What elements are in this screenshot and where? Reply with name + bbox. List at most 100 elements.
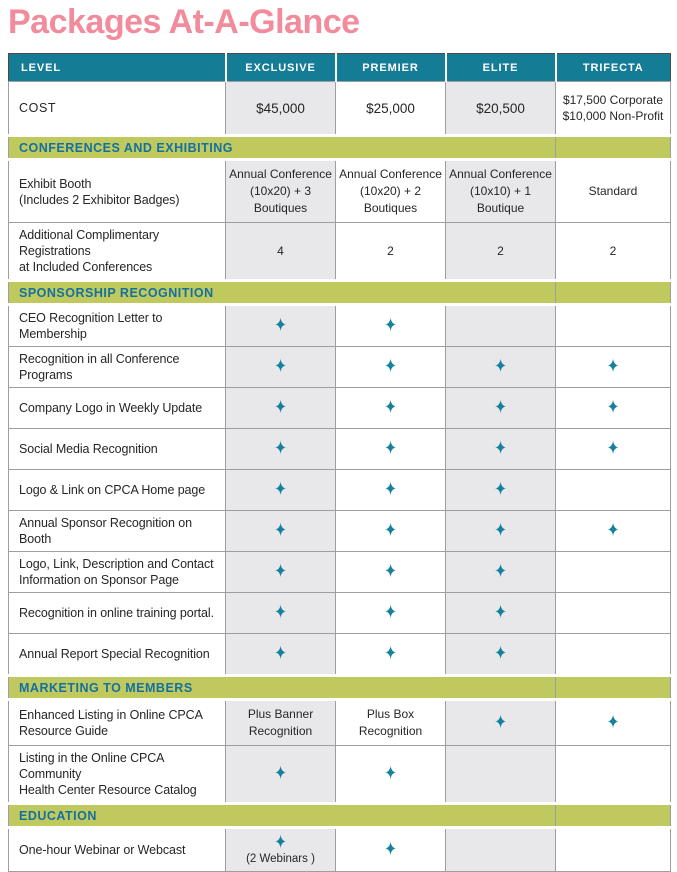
star-cell: ✦ (335, 633, 446, 676)
value-cell: $20,500 (445, 81, 556, 136)
table-body: COST $45,000 $25,000 $20,500 $17,500 Corpora… (8, 81, 671, 872)
col-header-elite: ELITE (445, 53, 557, 82)
col-header-premier: PREMIER (335, 53, 447, 82)
star-cell: ✦ (555, 346, 671, 388)
value-cell: Annual Conference (10x20) + 3 Boutiques (225, 159, 336, 223)
col-header-level: LEVEL (8, 53, 227, 82)
table-row: Logo & Link on CPCA Home page ✦ ✦ ✦ (8, 469, 671, 511)
row-label: Recognition in online training portal. (8, 592, 226, 634)
star-cell: ✦ (225, 510, 336, 552)
table-row: Company Logo in Weekly Update ✦ ✦ ✦ ✦ (8, 387, 671, 429)
value-cell: Plus Banner Recognition (225, 699, 336, 746)
table-row: Recognition in online training portal. ✦ ✦… (8, 592, 671, 634)
star-cell: ✦ (335, 387, 446, 429)
section-header-cap (555, 802, 671, 829)
star-icon: ✦ (384, 314, 397, 337)
star-cell: ✦ (225, 745, 336, 804)
value-cell: 2 (445, 222, 556, 281)
row-label: Additional Complimentary Registrations at… (8, 222, 226, 281)
star-icon: ✦ (274, 642, 287, 665)
table-row: Annual Sponsor Recognition on Booth ✦ ✦ ✦ ✦ (8, 510, 671, 552)
empty-cell (445, 827, 556, 872)
empty-cell (555, 633, 671, 676)
table-row: One-hour Webinar or Webcast ✦ (2 Webinars … (8, 827, 671, 872)
star-icon: ✦ (606, 396, 620, 419)
empty-cell (445, 745, 556, 804)
star-icon: ✦ (274, 478, 287, 501)
star-cell: ✦ (335, 428, 446, 470)
star-icon: ✦ (384, 478, 397, 501)
header-row: LEVEL EXCLUSIVE PREMIER ELITE TRIFECTA (8, 53, 671, 82)
value-cell: Standard (555, 159, 671, 223)
star-icon: ✦ (384, 762, 397, 785)
star-icon: ✦ (384, 396, 397, 419)
star-icon: ✦ (606, 437, 620, 460)
table-row: Additional Complimentary Registrations at… (8, 222, 671, 281)
star-icon: ✦ (274, 355, 287, 378)
value-cell: Annual Conference (10x20) + 2 Boutiques (335, 159, 446, 223)
star-cell: ✦ (2 Webinars ) (225, 827, 336, 872)
star-icon: ✦ (274, 831, 287, 854)
row-label: One-hour Webinar or Webcast (8, 827, 226, 872)
star-cell: ✦ (225, 469, 336, 511)
row-label: Recognition in all Conference Programs (8, 346, 226, 388)
star-cell: ✦ (445, 387, 556, 429)
value-cell: $45,000 (225, 81, 336, 136)
star-icon: ✦ (606, 519, 620, 542)
star-cell: ✦ (445, 510, 556, 552)
table-row: COST $45,000 $25,000 $20,500 $17,500 Corpora… (8, 81, 671, 136)
row-label: Exhibit Booth (Includes 2 Exhibitor Badge… (8, 159, 226, 223)
star-icon: ✦ (384, 437, 397, 460)
row-label: Social Media Recognition (8, 428, 226, 470)
page-title: Packages At-A-Glance (8, 3, 360, 41)
table-row: Logo, Link, Description and Contact Infor… (8, 551, 671, 593)
section-header-cap (555, 279, 671, 306)
star-cell: ✦ (445, 469, 556, 511)
section-header-cap (555, 674, 671, 701)
star-cell: ✦ (335, 551, 446, 593)
row-label: Listing in the Online CPCA Community Heal… (8, 745, 226, 804)
star-cell: ✦ (335, 827, 446, 872)
empty-cell (555, 827, 671, 872)
table-row: CEO Recognition Letter to Membership ✦ ✦ (8, 304, 671, 347)
table-row: Enhanced Listing in Online CPCA Resource … (8, 699, 671, 746)
star-cell: ✦ (445, 699, 556, 746)
star-icon: ✦ (494, 560, 507, 583)
star-icon: ✦ (384, 642, 397, 665)
table-row: Recognition in all Conference Programs ✦ ✦… (8, 346, 671, 388)
star-icon: ✦ (494, 355, 507, 378)
empty-cell (555, 304, 671, 347)
star-cell: ✦ (445, 428, 556, 470)
value-cell: $25,000 (335, 81, 446, 136)
star-cell: ✦ (445, 551, 556, 593)
star-cell: ✦ (445, 592, 556, 634)
empty-cell (555, 469, 671, 511)
section-row: SPONSORSHIP RECOGNITION (8, 279, 671, 306)
value-cell: 4 (225, 222, 336, 281)
empty-cell (445, 304, 556, 347)
star-cell: ✦ (225, 551, 336, 593)
value-cell: $17,500 Corporate $10,000 Non-Profit (555, 81, 671, 136)
packages-table: LEVEL EXCLUSIVE PREMIER ELITE TRIFECTA C… (8, 53, 671, 872)
star-icon: ✦ (274, 601, 287, 624)
col-header-exclusive: EXCLUSIVE (225, 53, 337, 82)
star-icon: ✦ (494, 711, 507, 734)
value-cell: 2 (555, 222, 671, 281)
value-cell: 2 (335, 222, 446, 281)
star-cell: ✦ (335, 745, 446, 804)
star-icon: ✦ (384, 560, 397, 583)
star-icon: ✦ (494, 642, 507, 665)
col-header-trifecta: TRIFECTA (555, 53, 671, 82)
empty-cell (555, 551, 671, 593)
star-icon: ✦ (606, 355, 620, 378)
star-cell: ✦ (225, 428, 336, 470)
section-header: EDUCATION (8, 802, 556, 829)
star-icon: ✦ (384, 519, 397, 542)
star-icon: ✦ (274, 437, 287, 460)
star-icon: ✦ (494, 601, 507, 624)
row-label: Logo, Link, Description and Contact Infor… (8, 551, 226, 593)
row-label: Company Logo in Weekly Update (8, 387, 226, 429)
row-label: Enhanced Listing in Online CPCA Resource … (8, 699, 226, 746)
star-cell: ✦ (225, 387, 336, 429)
star-icon: ✦ (274, 762, 287, 785)
